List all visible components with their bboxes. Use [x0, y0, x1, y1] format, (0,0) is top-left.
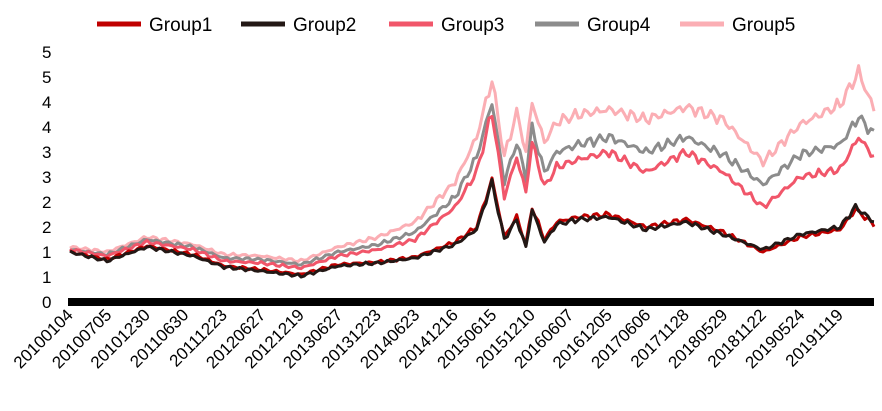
y-tick-label: 4	[42, 118, 51, 137]
legend-entry-group2: Group2	[241, 15, 356, 36]
y-tick-label: 1	[42, 268, 51, 287]
legend-entry-group5: Group5	[680, 15, 795, 36]
y-tick-label: 2	[42, 193, 51, 212]
legend-label-group2: Group2	[293, 15, 356, 36]
legend-label-group5: Group5	[732, 15, 795, 36]
legend-label-group3: Group3	[441, 15, 504, 36]
legend-entry-group1: Group1	[97, 15, 212, 36]
y-tick-label: 5	[42, 43, 51, 62]
x-axis: 2010010420100705201012302011063020111223…	[10, 305, 847, 372]
legend-label-group4: Group4	[587, 15, 651, 36]
y-axis: 0 1 1 2 2 3 3 4 4 5 5	[42, 43, 51, 312]
y-tick-label: 5	[42, 68, 51, 87]
y-tick-label: 2	[42, 218, 51, 237]
y-tick-label: 3	[42, 168, 51, 187]
series-line-group1	[69, 176, 876, 276]
series-line-group2	[69, 178, 875, 279]
y-tick-label: 4	[42, 93, 51, 112]
chart-legend: Group1 Group2 Group3 Group4 Group5	[97, 15, 795, 36]
x-axis-line	[68, 298, 874, 306]
y-tick-label: 3	[42, 143, 51, 162]
legend-entry-group3: Group3	[389, 15, 504, 36]
legend-entry-group4: Group4	[535, 15, 651, 36]
series-line-group4	[69, 103, 875, 267]
plot-area	[68, 64, 876, 279]
series-line-group3	[68, 114, 875, 271]
y-tick-label: 1	[42, 243, 51, 262]
legend-label-group1: Group1	[149, 15, 212, 36]
series-line-group5	[69, 64, 876, 263]
y-tick-label: 0	[42, 293, 51, 312]
